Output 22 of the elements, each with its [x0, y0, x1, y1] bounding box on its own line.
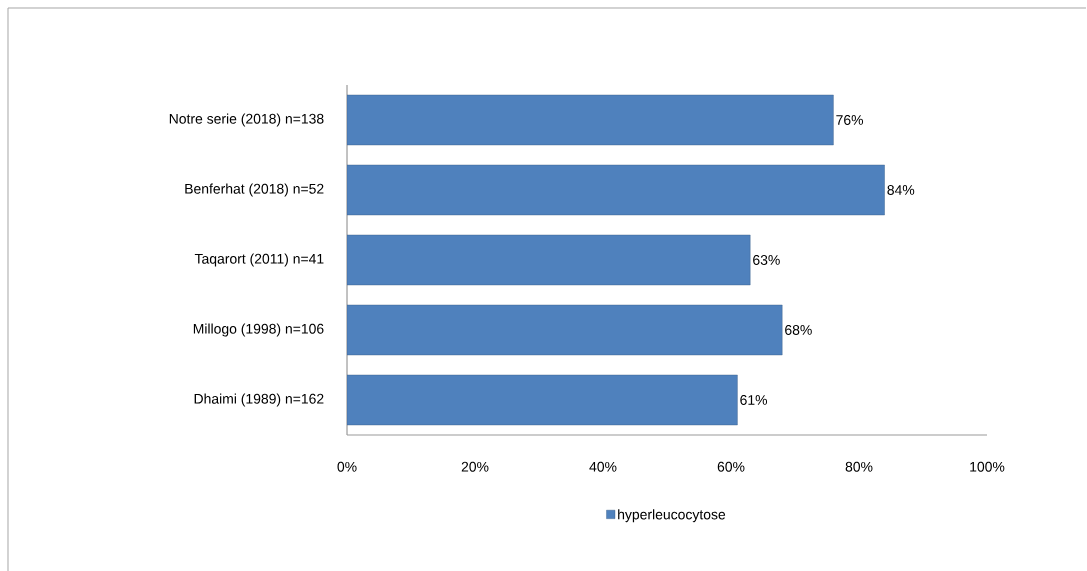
y-tick-label: Taqarort (2011) n=41 — [194, 253, 324, 267]
x-tick-label: 40% — [589, 461, 617, 472]
data-label: 61% — [740, 394, 768, 405]
bar — [347, 94, 834, 145]
y-tick-label: Dhaimi (1989) n=162 — [194, 393, 324, 407]
y-tick-label: Notre serie (2018) n=138 — [169, 113, 324, 127]
text: hyperleucocytose — [618, 508, 726, 522]
data-label: 84% — [887, 184, 915, 195]
y-tick-label: Benferhat (2018) n=52 — [185, 183, 324, 197]
bar — [347, 374, 738, 425]
x-tick-label: 20% — [461, 461, 489, 472]
data-label: 76% — [836, 114, 864, 125]
data-label: 68% — [785, 324, 812, 335]
y-tick-label: Millogo (1998) n=106 — [193, 323, 324, 337]
x-tick-label: 80% — [845, 461, 873, 472]
bar — [347, 304, 783, 355]
bar — [347, 164, 885, 215]
bar — [347, 234, 751, 285]
x-tick-label: 60% — [717, 461, 745, 472]
x-tick-label: 0% — [337, 461, 357, 472]
data-label: 63% — [753, 254, 780, 265]
x-tick-label: 100% — [970, 461, 1005, 472]
